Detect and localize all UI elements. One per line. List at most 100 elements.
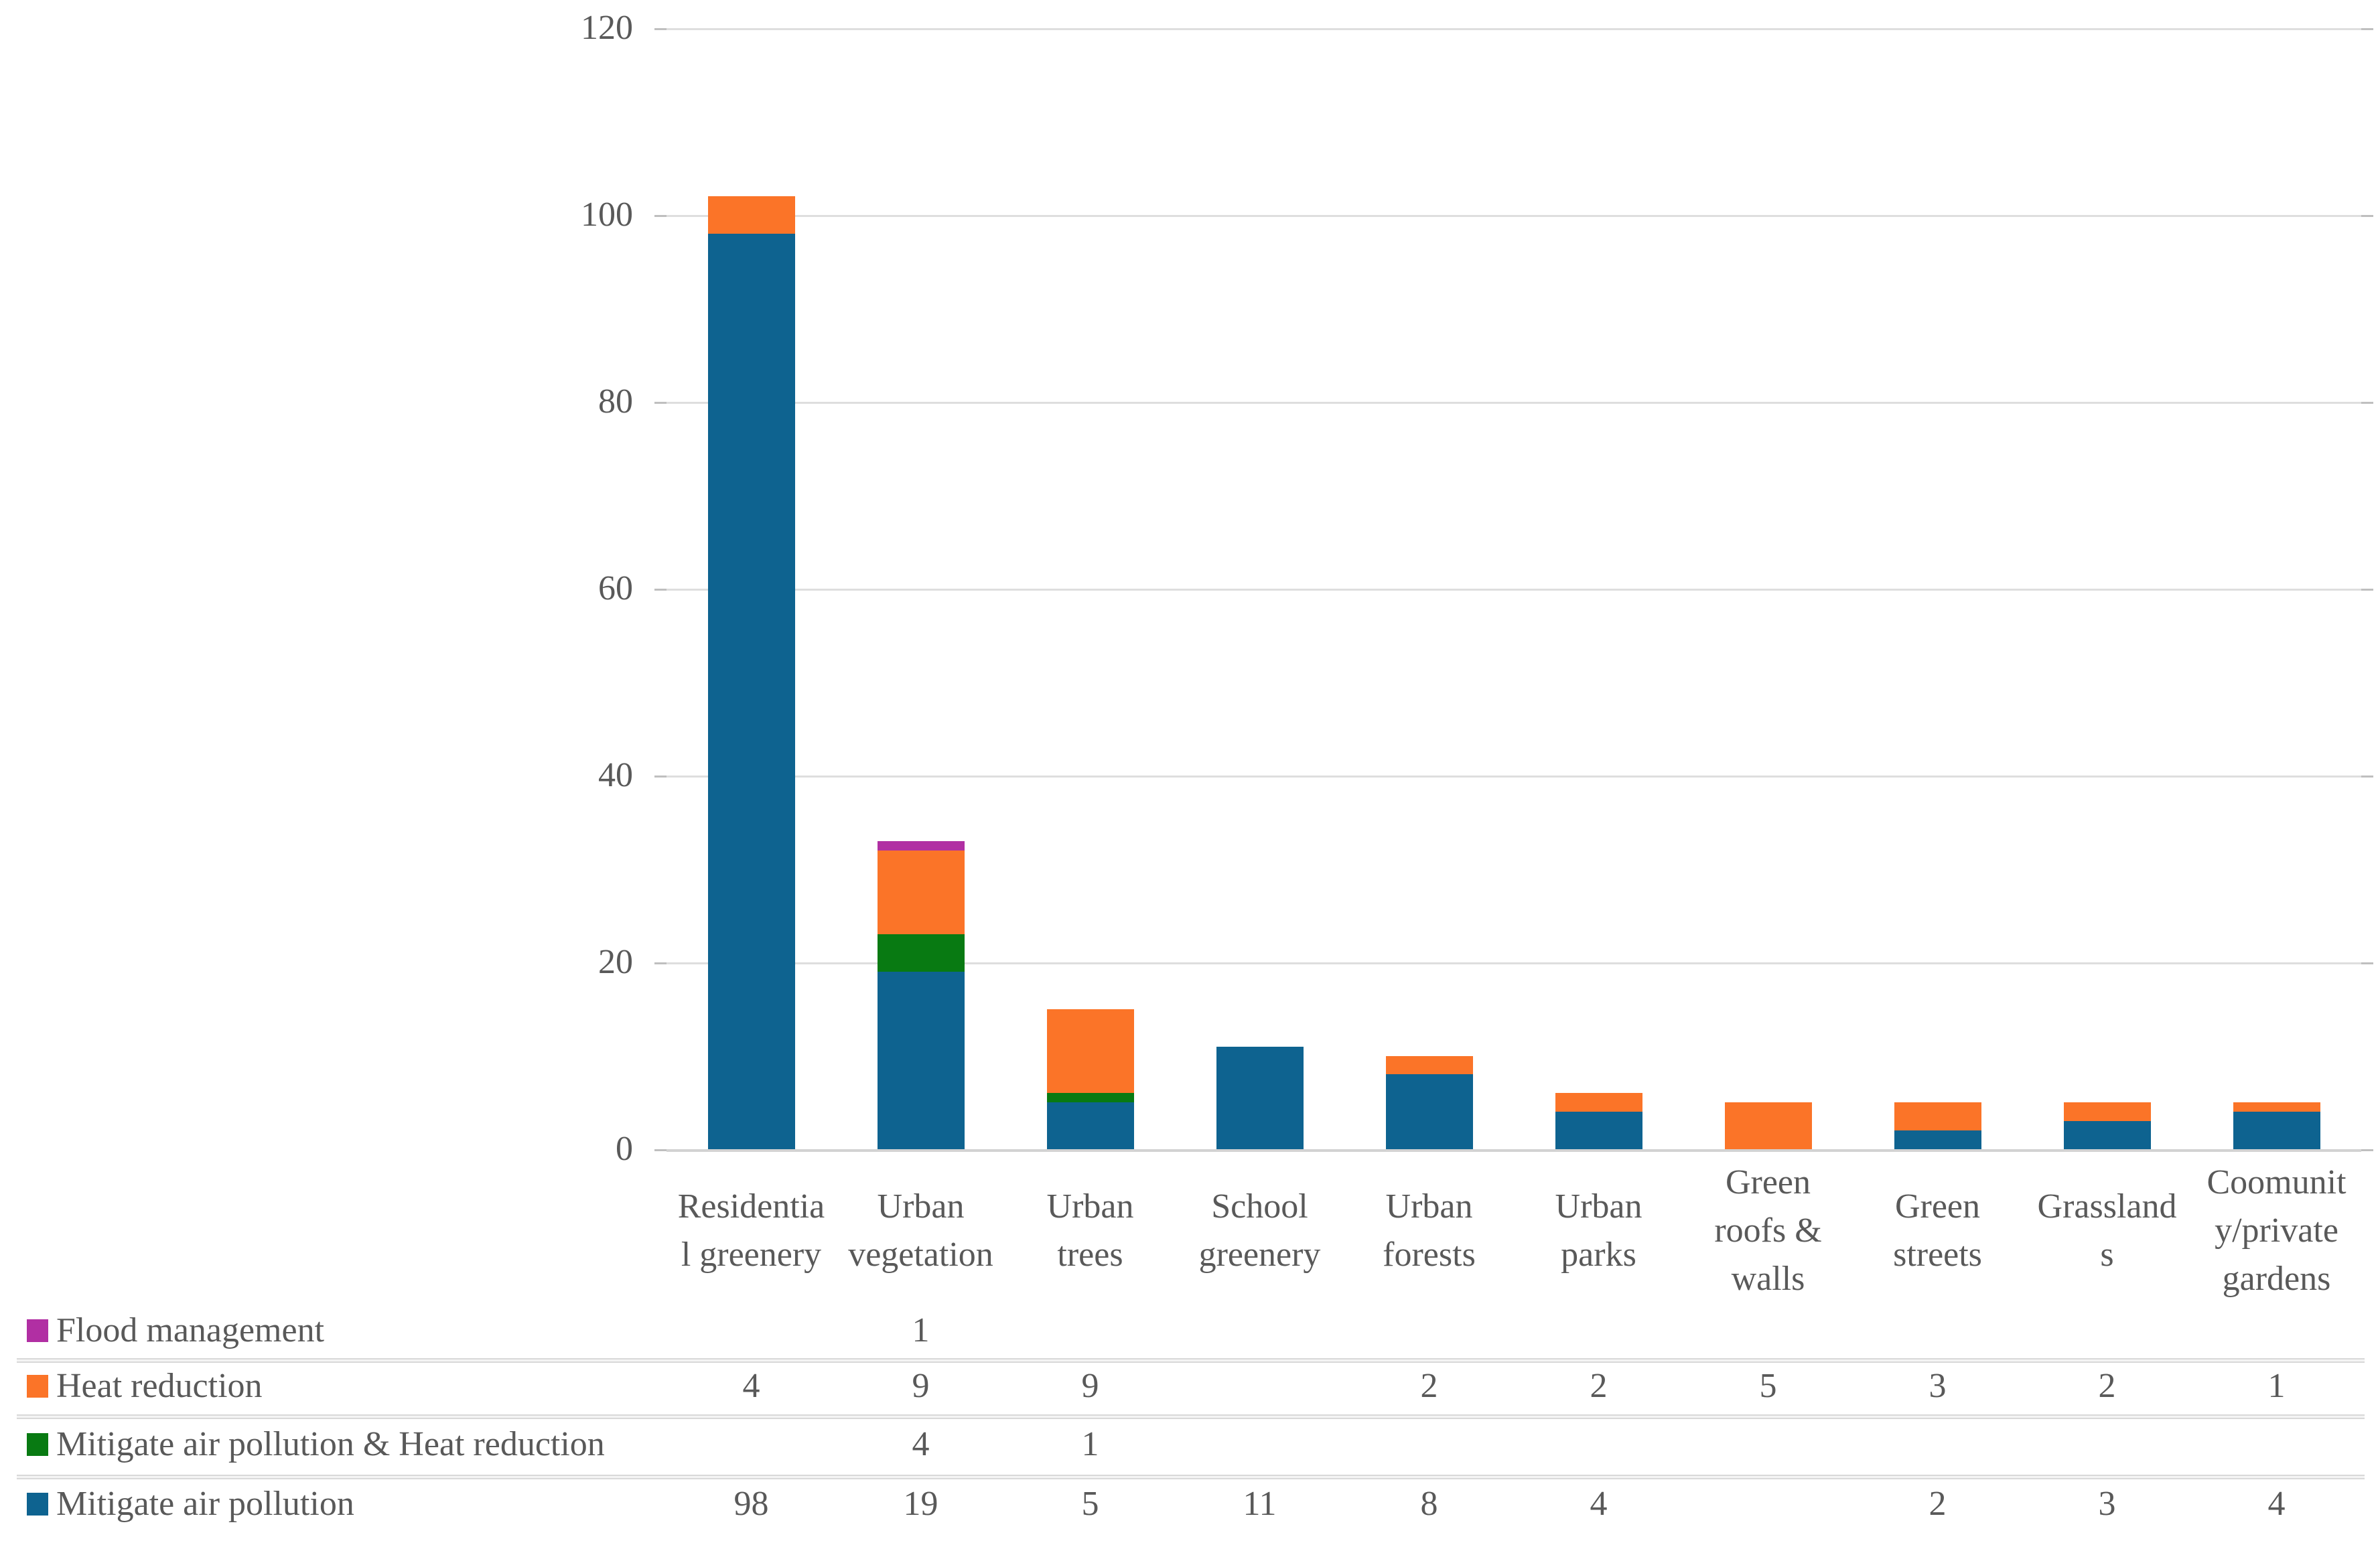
gridline-y-60 (667, 589, 2361, 591)
legend-key-heat-reduction (27, 1375, 48, 1398)
y-axis-tick-left (654, 589, 667, 591)
bar-segment-mitigate-air-pollution-urban-forests (1385, 1074, 1473, 1149)
bar-segment-mitigate-air-pollution-heat-reduction-urban-trees (1046, 1093, 1134, 1103)
bar-segment-flood-management-urban-vegetation (877, 840, 965, 851)
category-label-urban-parks: Urban parks (1492, 1148, 1706, 1314)
legend-key-flood-management (27, 1319, 48, 1342)
table-cell-mitigate-air-pollution-heat-reduction-urban-trees: 1 (1081, 1425, 1099, 1463)
table-cell-heat-reduction-grasslands: 2 (2098, 1367, 2116, 1405)
y-axis-tick-left (654, 962, 667, 964)
category-label-text: Coomunit y/private gardens (2207, 1163, 2347, 1298)
category-label-green-roofs-walls: Green roofs & walls (1661, 1148, 1876, 1314)
table-separator-line (17, 1358, 2365, 1363)
bar-segment-mitigate-air-pollution-green-streets (1894, 1130, 1981, 1149)
gridline-y-0 (667, 1149, 2361, 1152)
table-cell-heat-reduction-community-private-gardens: 1 (2267, 1367, 2286, 1405)
bar-segment-mitigate-air-pollution-community-private-gardens (2233, 1112, 2320, 1149)
table-cell-heat-reduction-urban-vegetation: 9 (912, 1367, 930, 1405)
bar-segment-heat-reduction-grasslands (2063, 1102, 2151, 1122)
gridline-y-100 (667, 215, 2361, 217)
bar-segment-heat-reduction-urban-trees (1046, 1009, 1134, 1094)
y-axis-tick-label: 80 (598, 382, 633, 421)
table-cell-heat-reduction-urban-trees: 9 (1081, 1367, 1099, 1405)
category-label-text: Green roofs & walls (1714, 1163, 1822, 1298)
table-cell-mitigate-air-pollution-urban-forests: 8 (1420, 1485, 1438, 1523)
category-label-text: Residentia l greenery (677, 1187, 825, 1274)
y-axis-tick-right (2361, 402, 2373, 404)
category-label-text: Green streets (1893, 1187, 1982, 1274)
y-axis-tick-label: 60 (598, 569, 633, 607)
table-cell-heat-reduction-green-streets: 3 (1929, 1367, 1947, 1405)
y-axis-tick-right (2361, 1149, 2373, 1151)
table-separator-line (17, 1414, 2365, 1419)
series-name-mitigate-air-pollution-heat-reduction: Mitigate air pollution & Heat reduction (56, 1425, 605, 1463)
legend-key-mitigate-air-pollution (27, 1493, 48, 1516)
category-label-text: Grassland s (2037, 1187, 2177, 1274)
bar-segment-mitigate-air-pollution-school-greenery (1216, 1046, 1304, 1149)
category-label-grasslands: Grassland s (2000, 1148, 2215, 1314)
bar-segment-mitigate-air-pollution-urban-trees (1046, 1102, 1134, 1149)
bar-segment-mitigate-air-pollution-urban-parks (1555, 1112, 1642, 1149)
series-name-heat-reduction: Heat reduction (56, 1367, 263, 1405)
bar-segment-mitigate-air-pollution-grasslands (2063, 1121, 2151, 1149)
bar-segment-mitigate-air-pollution-residential-greenery (707, 233, 795, 1149)
y-axis-tick-right (2361, 962, 2373, 964)
table-cell-mitigate-air-pollution-residential-greenery: 98 (733, 1485, 769, 1523)
category-label-urban-forests: Urban forests (1322, 1148, 1537, 1314)
table-cell-mitigate-air-pollution-grasslands: 3 (2098, 1485, 2116, 1523)
bar-segment-mitigate-air-pollution-urban-vegetation (877, 971, 965, 1149)
y-axis-tick-right (2361, 28, 2373, 30)
y-axis-tick-left (654, 776, 667, 778)
y-axis-tick-label: 100 (581, 196, 633, 234)
bar-segment-heat-reduction-urban-vegetation (877, 850, 965, 935)
y-axis-tick-label: 120 (581, 9, 633, 47)
y-axis-tick-right (2361, 589, 2373, 591)
table-cell-flood-management-urban-vegetation: 1 (912, 1311, 930, 1349)
gridline-y-80 (667, 402, 2361, 404)
bar-segment-heat-reduction-green-roofs-walls (1724, 1102, 1812, 1149)
bar-segment-heat-reduction-community-private-gardens (2233, 1102, 2320, 1112)
series-name-mitigate-air-pollution: Mitigate air pollution (56, 1485, 354, 1523)
category-label-text: Urban vegetation (848, 1187, 993, 1274)
table-cell-heat-reduction-green-roofs-walls: 5 (1759, 1367, 1777, 1405)
gridline-y-120 (667, 28, 2361, 30)
bar-segment-heat-reduction-urban-forests (1385, 1055, 1473, 1075)
table-cell-mitigate-air-pollution-urban-vegetation: 19 (903, 1485, 938, 1523)
category-label-school-greenery: School greenery (1153, 1148, 1367, 1314)
table-separator-line (17, 1475, 2365, 1479)
category-label-text: Urban parks (1555, 1187, 1642, 1274)
y-axis-tick-label: 20 (598, 943, 633, 981)
table-cell-mitigate-air-pollution-green-streets: 2 (1929, 1485, 1947, 1523)
category-label-urban-trees: Urban trees (983, 1148, 1198, 1314)
table-cell-mitigate-air-pollution-urban-parks: 4 (1590, 1485, 1608, 1523)
category-label-green-streets: Green streets (1831, 1148, 2045, 1314)
category-label-residential-greenery: Residentia l greenery (644, 1148, 859, 1314)
category-label-text: Urban trees (1046, 1187, 1134, 1274)
gridline-y-20 (667, 962, 2361, 964)
table-cell-heat-reduction-urban-parks: 2 (1590, 1367, 1608, 1405)
y-axis-tick-left (654, 28, 667, 30)
category-label-text: School greenery (1198, 1187, 1321, 1274)
table-cell-heat-reduction-urban-forests: 2 (1420, 1367, 1438, 1405)
series-name-flood-management: Flood management (56, 1311, 325, 1349)
y-axis-tick-right (2361, 776, 2373, 778)
y-axis-tick-left (654, 1149, 667, 1151)
category-label-urban-vegetation: Urban vegetation (814, 1148, 1028, 1314)
category-label-text: Urban forests (1383, 1187, 1476, 1274)
bar-segment-heat-reduction-urban-parks (1555, 1093, 1642, 1112)
table-cell-mitigate-air-pollution-urban-trees: 5 (1081, 1485, 1099, 1523)
legend-key-mitigate-air-pollution-heat-reduction (27, 1433, 48, 1456)
table-cell-heat-reduction-residential-greenery: 4 (742, 1367, 760, 1405)
bar-segment-mitigate-air-pollution-heat-reduction-urban-vegetation (877, 934, 965, 972)
table-cell-mitigate-air-pollution-heat-reduction-urban-vegetation: 4 (912, 1425, 930, 1463)
y-axis-tick-left (654, 215, 667, 217)
gridline-y-40 (667, 776, 2361, 778)
y-axis-tick-label: 40 (598, 756, 633, 794)
bar-segment-heat-reduction-residential-greenery (707, 196, 795, 234)
table-cell-mitigate-air-pollution-school-greenery: 11 (1243, 1485, 1277, 1523)
y-axis-tick-label: 0 (616, 1130, 633, 1168)
bar-segment-heat-reduction-green-streets (1894, 1102, 1981, 1131)
category-label-community-private-gardens: Coomunit y/private gardens (2170, 1148, 2380, 1314)
y-axis-tick-left (654, 402, 667, 404)
